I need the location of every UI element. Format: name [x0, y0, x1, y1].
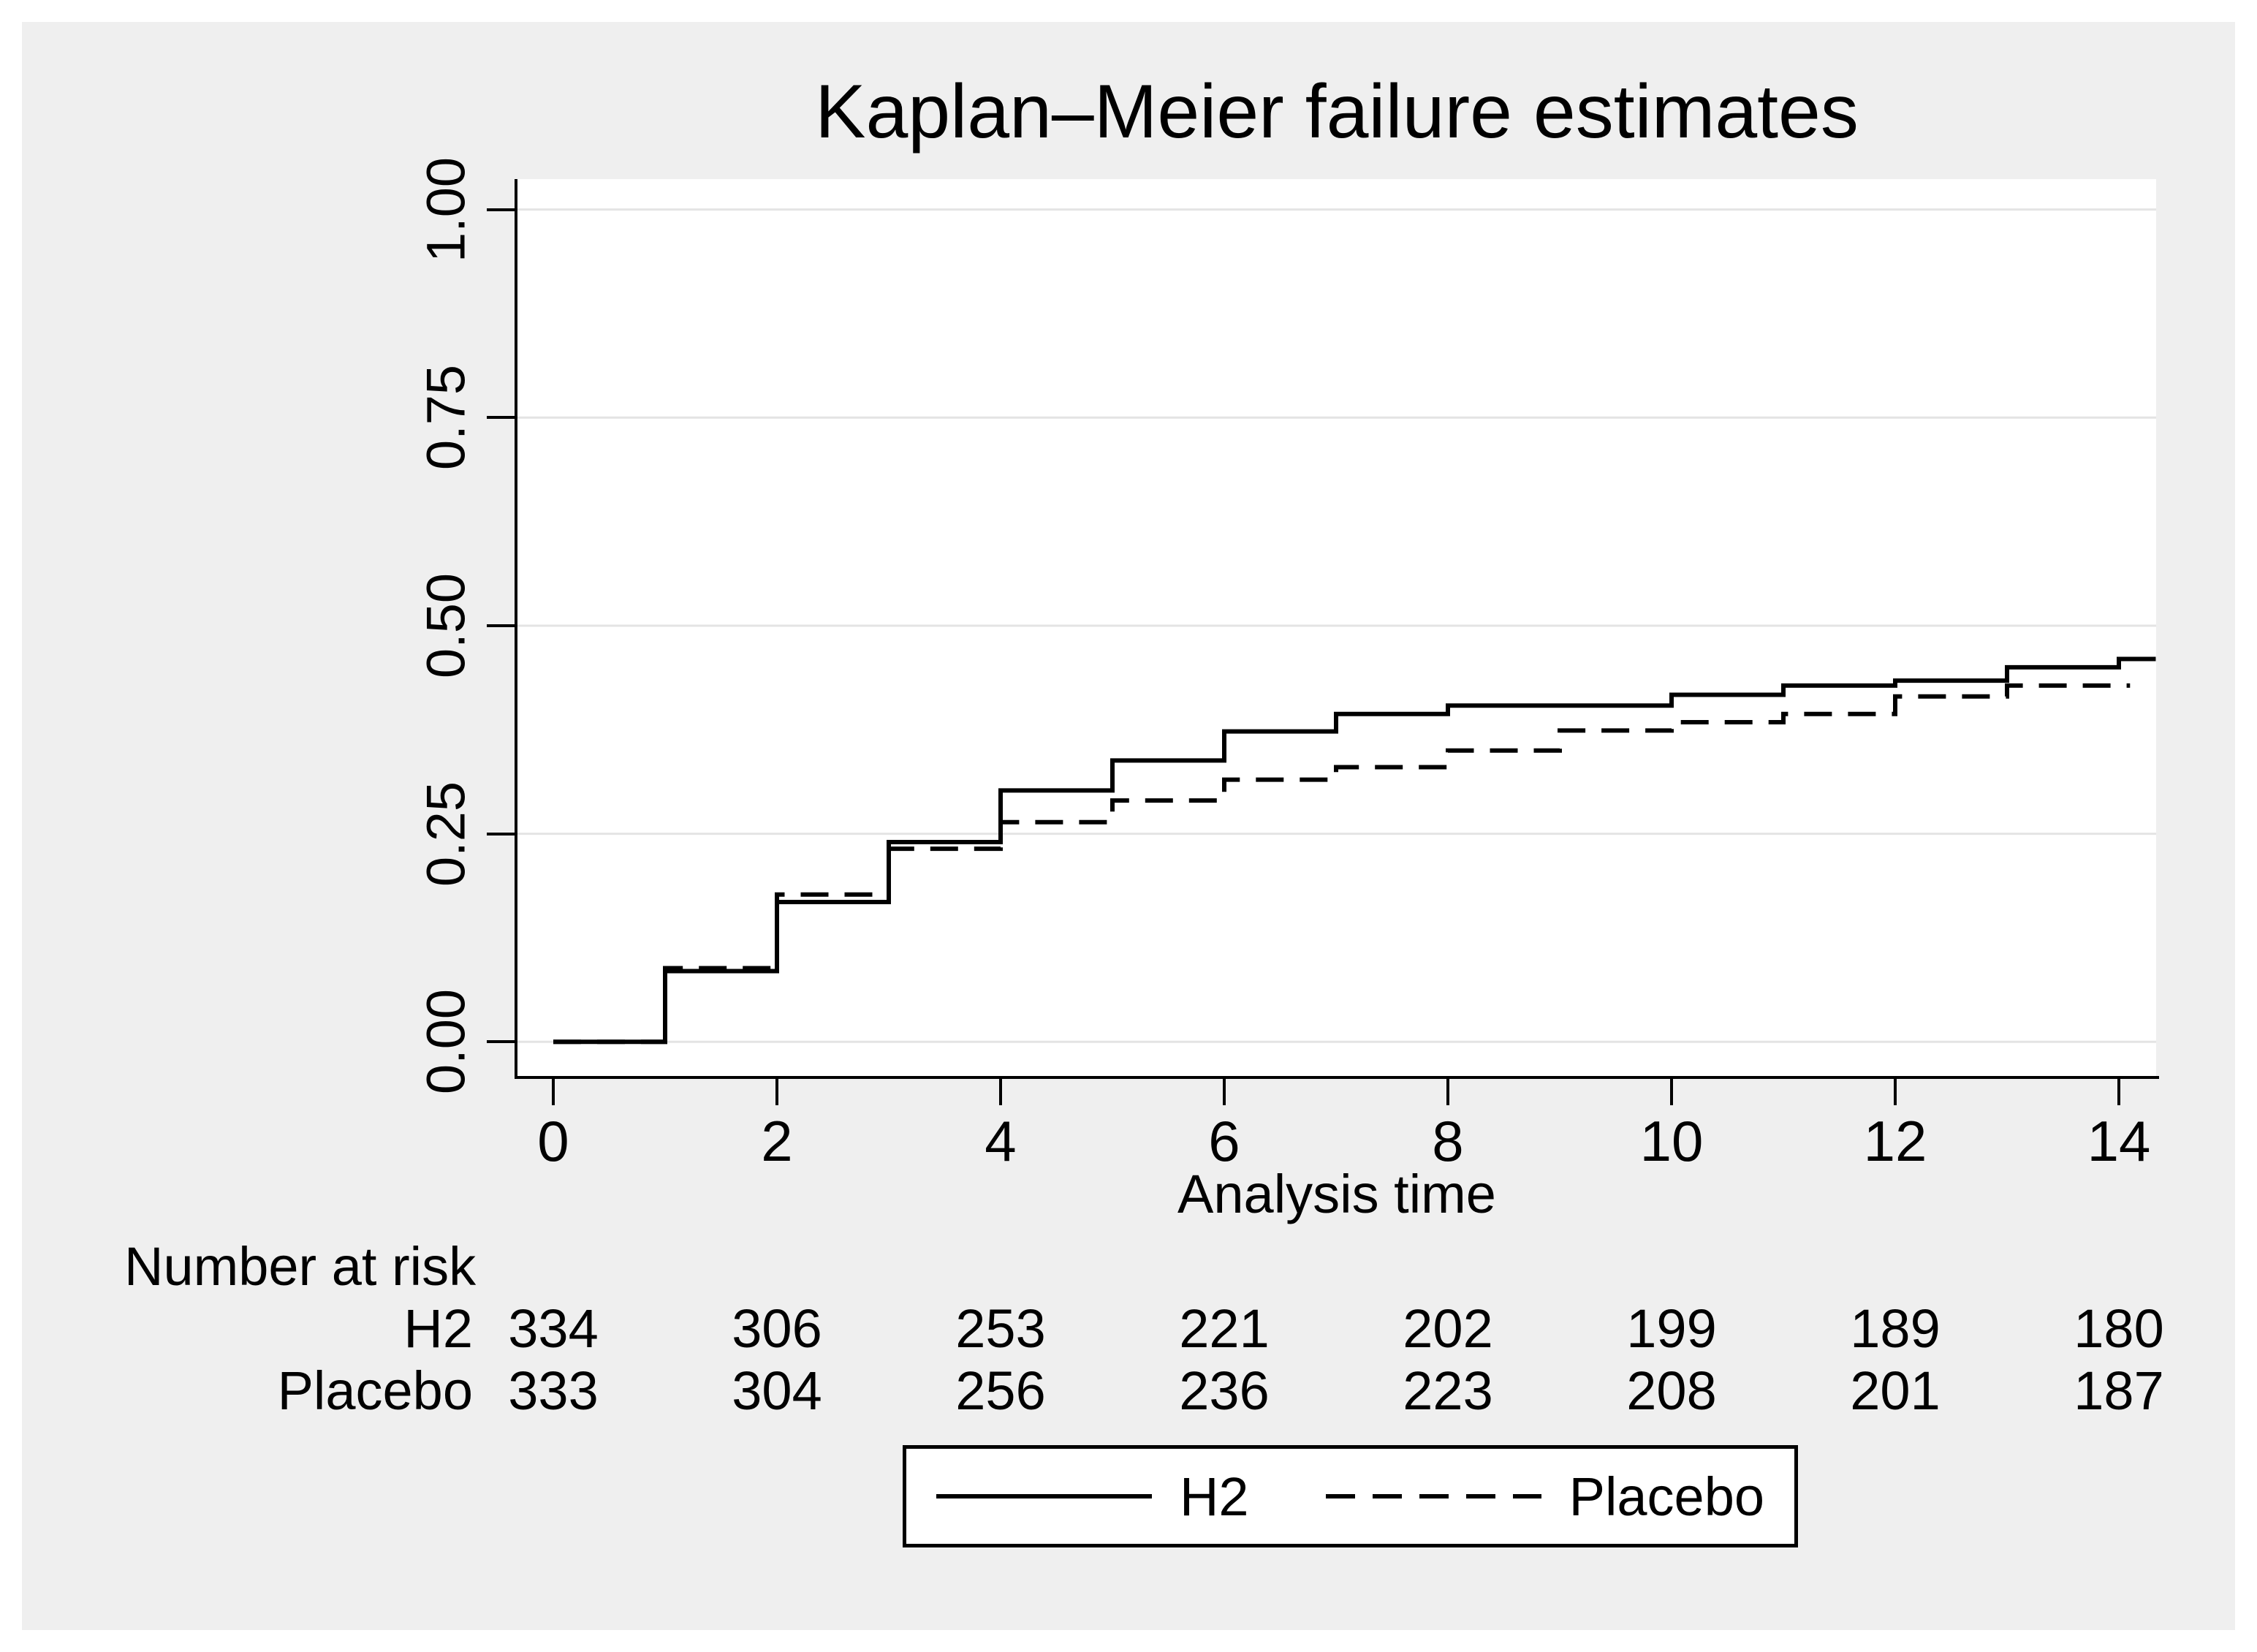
y-tick-label-0.75: 0.75	[415, 365, 477, 471]
y-tick-1.00	[487, 208, 517, 211]
y-tick-label-0.50: 0.50	[415, 572, 477, 678]
y-tick-0.25	[487, 832, 517, 836]
at-risk-row-label-h2: H2	[403, 1298, 473, 1359]
legend-line-solid	[936, 1494, 1152, 1498]
legend-line-dashed	[1325, 1494, 1541, 1498]
at-risk-count-h2-t4: 253	[955, 1298, 1046, 1359]
at-risk-count-h2-t14: 180	[2074, 1298, 2164, 1359]
at-risk-count-h2-t10: 199	[1626, 1298, 1717, 1359]
at-risk-count-h2-t6: 221	[1179, 1298, 1270, 1359]
x-tick-8	[1446, 1079, 1449, 1105]
y-tick-label-0.00: 0.00	[415, 989, 477, 1095]
x-tick-label-0: 0	[537, 1109, 569, 1173]
y-tick-0.75	[487, 416, 517, 420]
y-axis-line	[515, 179, 517, 1079]
at-risk-count-placebo-t14: 187	[2074, 1360, 2164, 1421]
x-tick-label-6: 6	[1208, 1109, 1240, 1173]
at-risk-header: Number at risk	[124, 1236, 477, 1297]
at-risk-count-placebo-t4: 256	[955, 1360, 1046, 1421]
at-risk-count-h2-t0: 334	[508, 1298, 599, 1359]
x-tick-6	[1223, 1079, 1226, 1105]
h2-curve	[553, 656, 2156, 1045]
at-risk-count-h2-t2: 306	[732, 1298, 822, 1359]
x-tick-label-4: 4	[985, 1109, 1017, 1173]
x-tick-label-14: 14	[2087, 1109, 2151, 1173]
x-tick-10	[1670, 1079, 1673, 1105]
at-risk-count-placebo-t10: 208	[1626, 1360, 1717, 1421]
x-tick-label-10: 10	[1639, 1109, 1704, 1173]
y-tick-label-1.00: 1.00	[415, 156, 477, 262]
at-risk-count-h2-t8: 202	[1403, 1298, 1493, 1359]
chart-title: Kaplan–Meier failure estimates	[815, 69, 1859, 154]
at-risk-count-placebo-t6: 236	[1179, 1360, 1270, 1421]
at-risk-count-placebo-t0: 333	[508, 1360, 599, 1421]
x-axis-line	[515, 1076, 2159, 1079]
x-tick-label-12: 12	[1863, 1109, 1927, 1173]
legend-item-placebo: Placebo	[1325, 1466, 1765, 1528]
x-tick-12	[1894, 1079, 1897, 1105]
legend-label-placebo: Placebo	[1568, 1466, 1765, 1527]
x-axis-title: Analysis time	[1177, 1164, 1496, 1224]
placebo-curve	[553, 683, 2131, 1045]
at-risk-count-placebo-t2: 304	[732, 1360, 822, 1421]
legend-label-h2: H2	[1179, 1466, 1249, 1527]
at-risk-count-placebo-t12: 201	[1850, 1360, 1941, 1421]
x-tick-4	[999, 1079, 1002, 1105]
legend-item-h2: H2	[936, 1466, 1249, 1528]
km-plot	[517, 208, 2156, 1045]
x-tick-label-2: 2	[761, 1109, 793, 1173]
x-tick-2	[775, 1079, 778, 1105]
y-tick-0.50	[487, 624, 517, 627]
at-risk-count-placebo-t8: 223	[1403, 1360, 1493, 1421]
x-tick-0	[552, 1079, 555, 1105]
at-risk-row-label-placebo: Placebo	[277, 1360, 473, 1421]
legend: H2 Placebo	[903, 1445, 1798, 1547]
x-tick-label-8: 8	[1432, 1109, 1464, 1173]
at-risk-count-h2-t12: 189	[1850, 1298, 1941, 1359]
x-tick-14	[2117, 1079, 2120, 1105]
y-tick-label-0.25: 0.25	[415, 781, 477, 887]
y-tick-0.00	[487, 1040, 517, 1044]
plot-area	[517, 179, 2156, 1076]
